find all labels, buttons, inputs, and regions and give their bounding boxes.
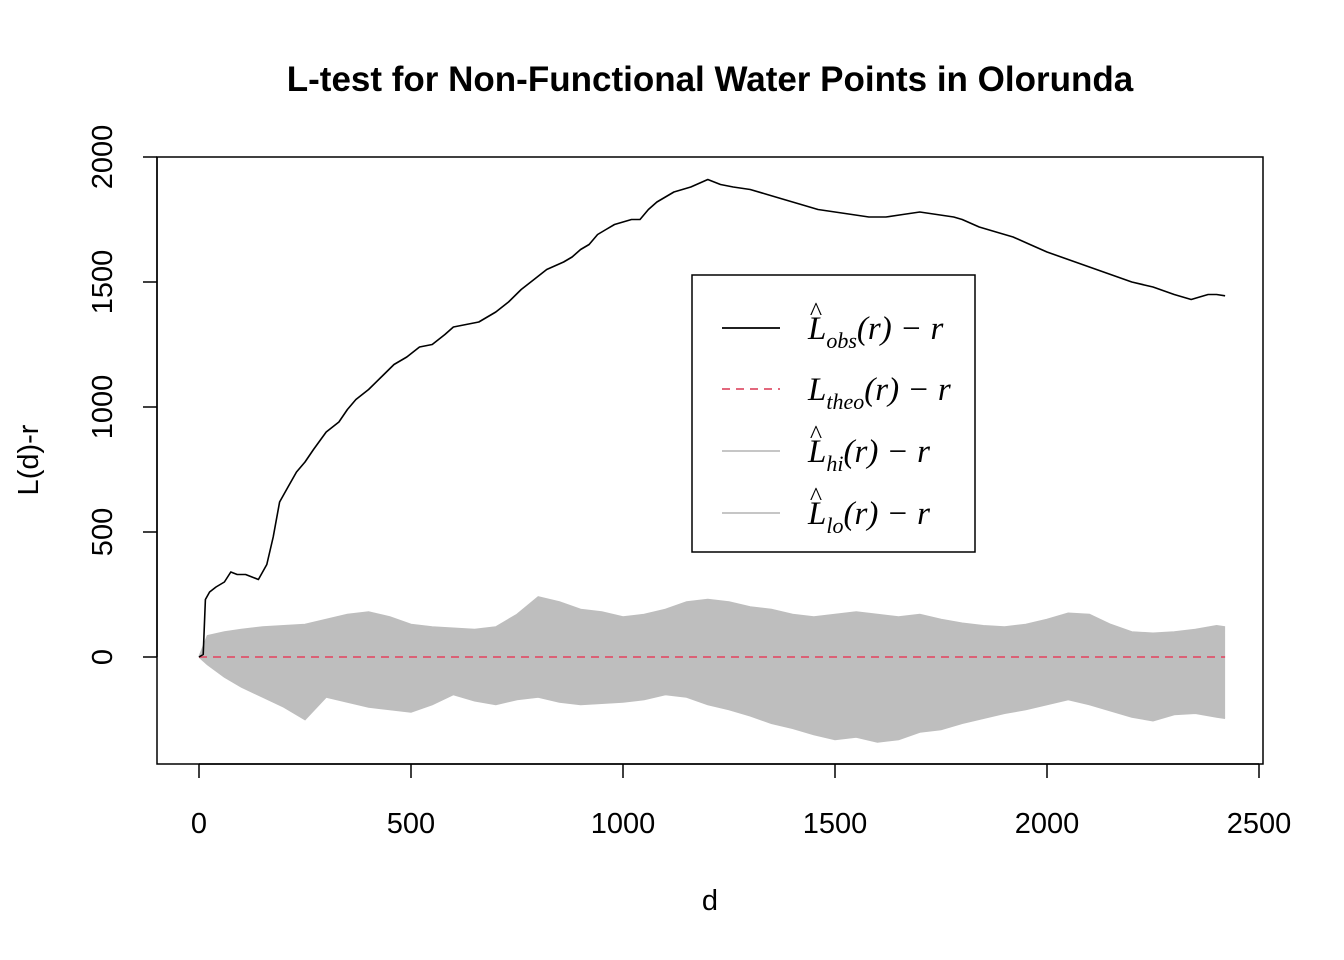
x-tick-label: 1000 xyxy=(591,808,656,840)
x-axis: 0 500 1000 1500 2000 2500 xyxy=(191,763,1292,840)
series-obs-line xyxy=(198,178,1226,658)
y-tick-label: 0 xyxy=(87,649,119,665)
y-tick-label: 1000 xyxy=(87,375,119,440)
y-axis-label: L(d)-r xyxy=(13,424,45,495)
x-axis-label: d xyxy=(702,885,718,917)
x-tick-label: 2000 xyxy=(1015,808,1080,840)
x-tick-label: 0 xyxy=(191,808,207,840)
legend-hat-hi: ^ xyxy=(810,420,822,449)
chart-title: L-test for Non-Functional Water Points i… xyxy=(287,60,1134,99)
y-tick-label: 1500 xyxy=(87,250,119,315)
y-axis: 0 500 1000 1500 2000 xyxy=(87,125,158,665)
legend-label-theo: Ltheo(r) − r xyxy=(807,372,951,414)
legend-item-theo: Ltheo(r) − r xyxy=(722,372,951,414)
y-tick-label: 2000 xyxy=(87,125,119,190)
x-tick-label: 500 xyxy=(387,808,435,840)
series-layer xyxy=(198,178,1226,658)
envelope-layer xyxy=(198,596,1226,743)
legend-item-obs: Lobs(r) − r^ xyxy=(722,297,944,353)
legend-item-hi: Lhi(r) − r^ xyxy=(722,420,930,476)
x-tick-label: 1500 xyxy=(803,808,868,840)
y-tick-label: 500 xyxy=(87,508,119,556)
series-hi-line xyxy=(198,596,1226,658)
legend-hat-obs: ^ xyxy=(810,297,822,326)
legend-label-lo: Llo(r) − r xyxy=(807,496,930,538)
legend-item-lo: Llo(r) − r^ xyxy=(722,482,930,538)
legend-box xyxy=(691,274,976,553)
legend-label-hi: Lhi(r) − r xyxy=(807,434,930,476)
legend-hat-lo: ^ xyxy=(810,482,822,511)
series-lo-line xyxy=(198,656,1226,743)
x-tick-label: 2500 xyxy=(1227,808,1292,840)
envelope-band xyxy=(199,597,1226,742)
legend-label-obs: Lobs(r) − r xyxy=(807,311,944,353)
